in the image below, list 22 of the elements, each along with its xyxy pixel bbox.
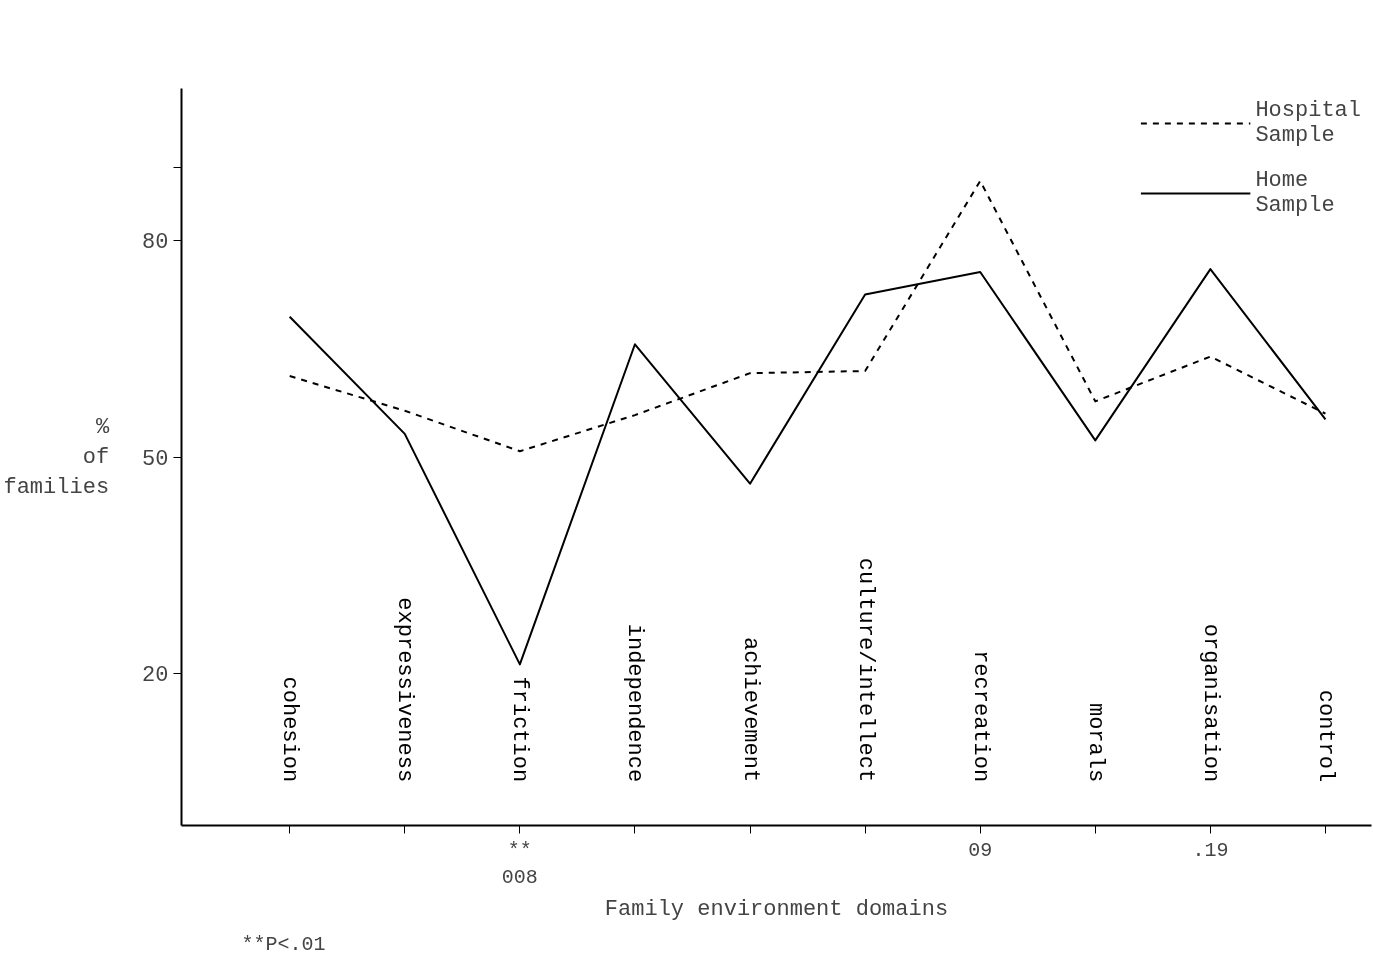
text: ** xyxy=(507,838,532,862)
x-tick-label: independence xyxy=(622,623,648,783)
text: **P<.01 xyxy=(241,932,326,956)
x-tick-label: organisation xyxy=(1197,623,1223,783)
x-tick-label: recreation xyxy=(967,650,993,783)
x-tick-label: friction xyxy=(507,676,533,783)
x-axis-title: Family environment domains xyxy=(604,897,949,923)
y-tick-label: 80 xyxy=(142,229,169,255)
x-tick-label: cohesion xyxy=(277,676,303,783)
legend-label: Hospital Sample xyxy=(1255,98,1361,148)
text: 09 xyxy=(968,838,993,862)
y-tick-label: 50 xyxy=(142,446,169,472)
legend-label: Home Sample xyxy=(1255,168,1335,218)
x-tick-label: expressiveness xyxy=(392,597,418,783)
x-tick-label: morals xyxy=(1082,702,1108,783)
y-axis-title: % of families xyxy=(3,414,110,500)
x-tick-label: control xyxy=(1312,689,1338,783)
text: .19 xyxy=(1192,838,1229,862)
x-tick-label: achievement xyxy=(737,636,763,783)
text: 008 xyxy=(501,866,538,890)
x-tick-label: culture/intellect xyxy=(852,557,878,783)
y-tick-label: 20 xyxy=(142,663,169,689)
